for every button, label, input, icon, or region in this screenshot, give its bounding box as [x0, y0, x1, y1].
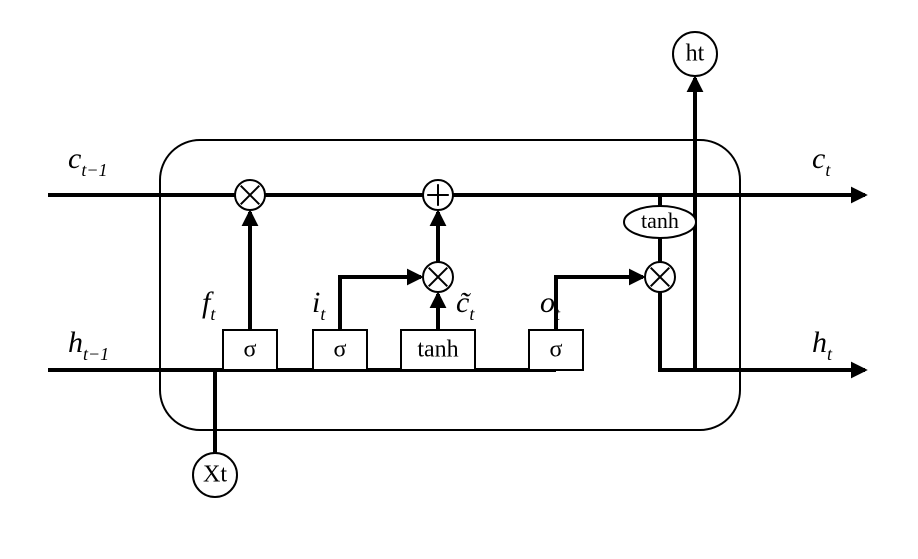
label-f: ft — [202, 286, 216, 324]
ht-node-label: ht — [686, 41, 705, 67]
label-ctilde: c̃t — [456, 286, 475, 324]
label-h-out: ht — [812, 326, 833, 364]
edge-i-to-mulinput — [340, 277, 421, 330]
edge-muloutput-to-hout — [660, 292, 865, 370]
gate-o-label: σ — [550, 337, 563, 363]
gate-f-label: σ — [244, 337, 257, 363]
edge-o-to-muloutput — [556, 277, 643, 330]
tanh-output-label: tanh — [641, 208, 679, 233]
label-i: it — [312, 286, 326, 324]
gate-i-label: σ — [334, 337, 347, 363]
label-h-in: ht−1 — [68, 326, 109, 364]
label-c-out: ct — [812, 142, 831, 180]
xt-node-label: Xt — [203, 462, 227, 488]
gate-g-label: tanh — [417, 337, 458, 363]
label-c-in: ct−1 — [68, 142, 107, 180]
